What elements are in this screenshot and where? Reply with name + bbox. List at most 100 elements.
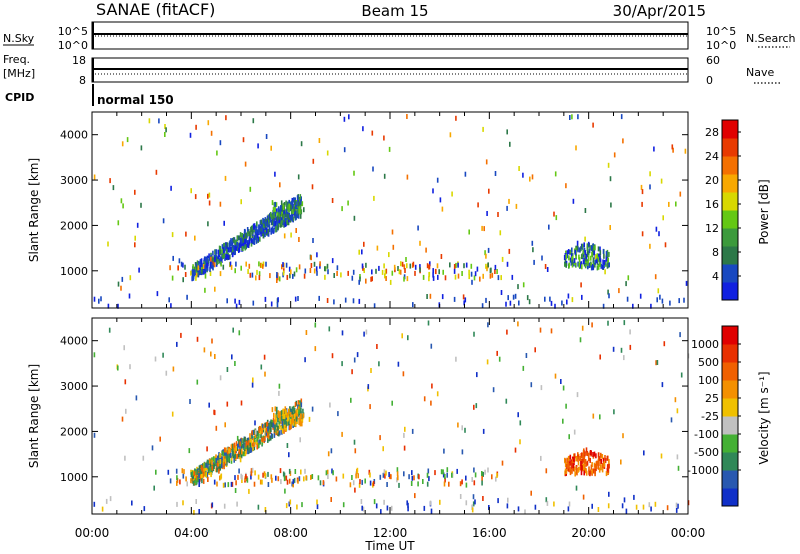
colorbar-tick-label: 100 [698,374,719,387]
echo-cell [252,429,254,435]
echo-cell [330,448,333,454]
echo-cell [236,235,239,241]
echo-cell [260,433,262,439]
echo-cell [539,327,542,333]
echo-cell [199,259,202,265]
echo-cell [599,261,601,267]
echo-cell [586,252,589,258]
echo-cell [240,443,243,449]
echo-cell [298,206,301,212]
echo-cell [471,477,473,482]
echo-cell [216,461,219,467]
echo-cell [282,270,285,276]
echo-cell [143,506,146,512]
echo-cell [200,259,203,265]
echo-cell [217,455,219,461]
echo-cell [254,420,256,426]
echo-cell [238,439,240,445]
echo-cell [409,263,412,269]
echo-cell [509,141,511,147]
colorbar-tick-label: -100 [694,428,719,441]
echo-cell [262,427,264,433]
echo-cell [428,271,431,277]
echo-cell [454,274,457,280]
echo-cell [299,205,302,211]
echo-cell [251,272,254,278]
echo-cell [298,208,301,214]
echo-cell [397,361,400,367]
echo-cell [382,446,384,452]
echo-cell [259,429,262,435]
echo-cell [664,242,667,248]
echo-cell [589,457,591,463]
echo-cell [234,239,236,245]
echo-cell [248,437,251,443]
echo-cell [226,401,229,407]
echo-cell [411,428,414,434]
echo-cell [459,494,462,499]
echo-cell [202,478,205,484]
echo-cell [455,115,457,121]
echo-cell [449,262,451,268]
echo-cell [279,209,281,215]
echo-cell [283,233,286,239]
echo-cell [117,303,119,309]
echo-cell [311,406,314,412]
echo-cell [281,420,284,426]
echo-cell [183,469,185,475]
echo-cell [564,457,566,463]
echo-cell [231,446,234,452]
echo-cell [479,276,481,282]
echo-cell [252,442,254,448]
echo-cell [575,465,578,471]
echo-cell [473,404,475,410]
echo-cell [632,303,634,309]
echo-cell [181,468,184,474]
echo-cell [249,272,252,278]
echo-cell [414,270,416,276]
echo-cell [544,296,546,302]
echo-cell [526,295,529,301]
echo-cell [263,218,265,224]
echo-cell [629,329,631,335]
echo-cell [592,468,595,474]
echo-cell [485,159,488,165]
echo-cell [358,279,360,285]
echo-cell [327,474,329,479]
echo-cell [243,231,246,237]
echo-cell [375,503,378,509]
echo-cell [386,505,389,511]
echo-cell [283,419,286,425]
echo-cell [314,346,317,352]
echo-cell [230,481,233,487]
echo-cell [274,171,276,177]
echo-cell [193,510,195,515]
echo-cell [262,233,265,239]
echo-cell [219,375,222,381]
echo-cell [451,472,453,478]
echo-cell [500,275,502,281]
echo-cell [124,455,126,461]
echo-cell [228,456,230,462]
echo-cell [299,194,302,200]
echo-cell [249,433,251,439]
echo-cell [156,291,159,297]
echo-cell [390,474,392,480]
echo-cell [553,211,555,217]
echo-cell [330,497,332,502]
freq-tick-bottom: 8 [79,74,86,87]
echo-cell [281,205,284,211]
echo-cell [222,451,224,457]
echo-cell [519,439,521,445]
echo-cell [451,191,453,197]
echo-cell [641,189,644,195]
echo-cell [359,479,361,485]
echo-cell [277,425,279,431]
echo-cell [602,463,604,468]
echo-cell [196,470,198,476]
echo-cell [402,371,405,377]
echo-cell [251,430,253,436]
echo-cell [369,404,371,410]
echo-cell [253,445,256,451]
echo-cell [282,413,284,419]
